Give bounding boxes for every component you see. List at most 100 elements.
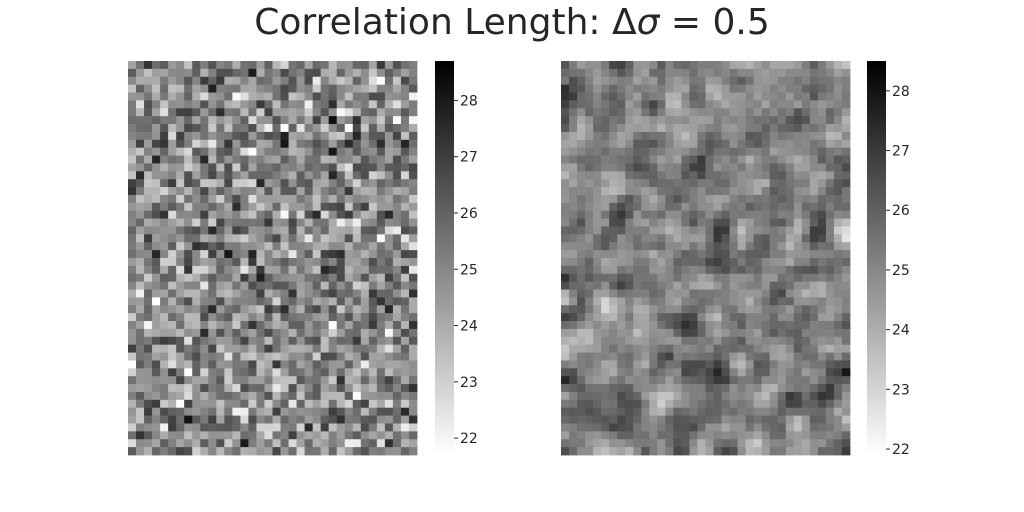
heatmap-cell <box>400 179 410 188</box>
heatmap-cell <box>224 250 233 259</box>
heatmap-cell <box>609 179 618 188</box>
heatmap-cell <box>569 328 578 338</box>
heatmap-cell <box>312 447 322 456</box>
heatmap-cell <box>825 297 835 306</box>
heatmap-cell <box>673 163 682 172</box>
heatmap-cell <box>561 234 570 243</box>
heatmap-cell <box>304 265 314 275</box>
heatmap-cell <box>681 352 690 361</box>
heatmap-cell <box>232 210 241 219</box>
heatmap-cell <box>128 439 137 448</box>
heatmap-cell <box>136 281 145 290</box>
heatmap-cell <box>681 328 690 338</box>
heatmap-cell <box>633 352 642 361</box>
heatmap-cell <box>625 305 634 314</box>
heatmap-cell <box>705 328 714 338</box>
heatmap-cell <box>192 399 201 409</box>
heatmap-cell <box>625 297 634 306</box>
colorbar-tick-label: 27 <box>892 144 910 160</box>
heatmap-cell <box>601 116 610 125</box>
heatmap-cell <box>833 92 843 101</box>
heatmap-cell <box>657 187 666 196</box>
heatmap-cell <box>809 368 819 377</box>
heatmap-cell <box>729 447 739 456</box>
heatmap-cell <box>721 423 730 432</box>
heatmap-cell <box>320 250 330 259</box>
heatmap-cell <box>705 250 714 259</box>
heatmap-cell <box>256 391 265 401</box>
heatmap-cell <box>152 447 161 456</box>
heatmap-cell <box>336 179 346 188</box>
heatmap-cell <box>312 194 322 204</box>
heatmap-cell <box>368 163 378 172</box>
heatmap-cell <box>601 210 610 219</box>
heatmap-cell <box>128 423 137 432</box>
heatmap-cell <box>761 100 771 109</box>
heatmap-cell <box>697 391 706 401</box>
heatmap-cell <box>569 84 578 93</box>
heatmap-cell <box>769 155 779 164</box>
heatmap-cell <box>841 242 851 251</box>
heatmap-cell <box>320 289 330 298</box>
heatmap-cell <box>561 360 570 369</box>
heatmap-cell <box>817 384 827 393</box>
heatmap-cell <box>841 210 851 219</box>
heatmap-cell <box>705 407 714 416</box>
heatmap-cell <box>753 218 763 227</box>
heatmap-cell <box>232 258 241 267</box>
heatmap-cell <box>777 226 787 235</box>
heatmap-cell <box>288 384 297 393</box>
heatmap-cell <box>216 218 225 227</box>
heatmap-cell <box>577 328 586 338</box>
heatmap-cell <box>609 226 618 235</box>
heatmap-cell <box>665 250 674 259</box>
heatmap-cell <box>216 344 225 353</box>
heatmap-cell <box>296 423 306 432</box>
heatmap-cell <box>785 234 795 243</box>
heatmap-cell <box>777 258 787 267</box>
heatmap-cell <box>264 100 273 109</box>
heatmap-cell <box>384 116 394 125</box>
heatmap-cell <box>697 289 706 298</box>
heatmap-cell <box>344 76 354 86</box>
heatmap-cell <box>160 258 169 267</box>
heatmap-cell <box>753 321 763 330</box>
heatmap-cell <box>160 313 169 322</box>
heatmap-cell <box>649 352 658 361</box>
heatmap-cell <box>681 147 690 156</box>
heatmap-cell <box>320 234 330 243</box>
heatmap-cell <box>168 76 177 86</box>
heatmap-cell <box>785 124 795 133</box>
heatmap-cell <box>793 131 803 141</box>
heatmap-cell <box>176 447 185 456</box>
heatmap-cell <box>400 226 410 235</box>
heatmap-cell <box>264 328 273 338</box>
heatmap-cell <box>368 100 378 109</box>
heatmap-cell <box>561 226 570 235</box>
heatmap-cell <box>288 131 297 141</box>
heatmap-cell <box>296 116 306 125</box>
heatmap-cell <box>705 368 714 377</box>
heatmap-cell <box>761 313 771 322</box>
heatmap-cell <box>761 116 771 125</box>
heatmap-cell <box>256 218 265 227</box>
heatmap-cell <box>360 124 370 133</box>
heatmap-cell <box>665 171 674 180</box>
heatmap-cell <box>216 187 225 196</box>
heatmap-cell <box>224 242 233 251</box>
heatmap-cell <box>160 297 169 306</box>
heatmap-cell <box>280 360 289 369</box>
heatmap-cell <box>200 131 209 141</box>
heatmap-cell <box>729 328 739 338</box>
heatmap-cell <box>240 297 249 306</box>
heatmap-cell <box>641 194 650 204</box>
heatmap-cell <box>761 218 771 227</box>
heatmap-cell <box>320 313 330 322</box>
heatmap-cell <box>841 234 851 243</box>
heatmap-cell <box>168 202 177 212</box>
heatmap-cell <box>825 431 835 440</box>
heatmap-cell <box>280 218 289 227</box>
heatmap-cell <box>384 194 394 204</box>
heatmap-cell <box>569 116 578 125</box>
heatmap-cell <box>224 328 233 338</box>
